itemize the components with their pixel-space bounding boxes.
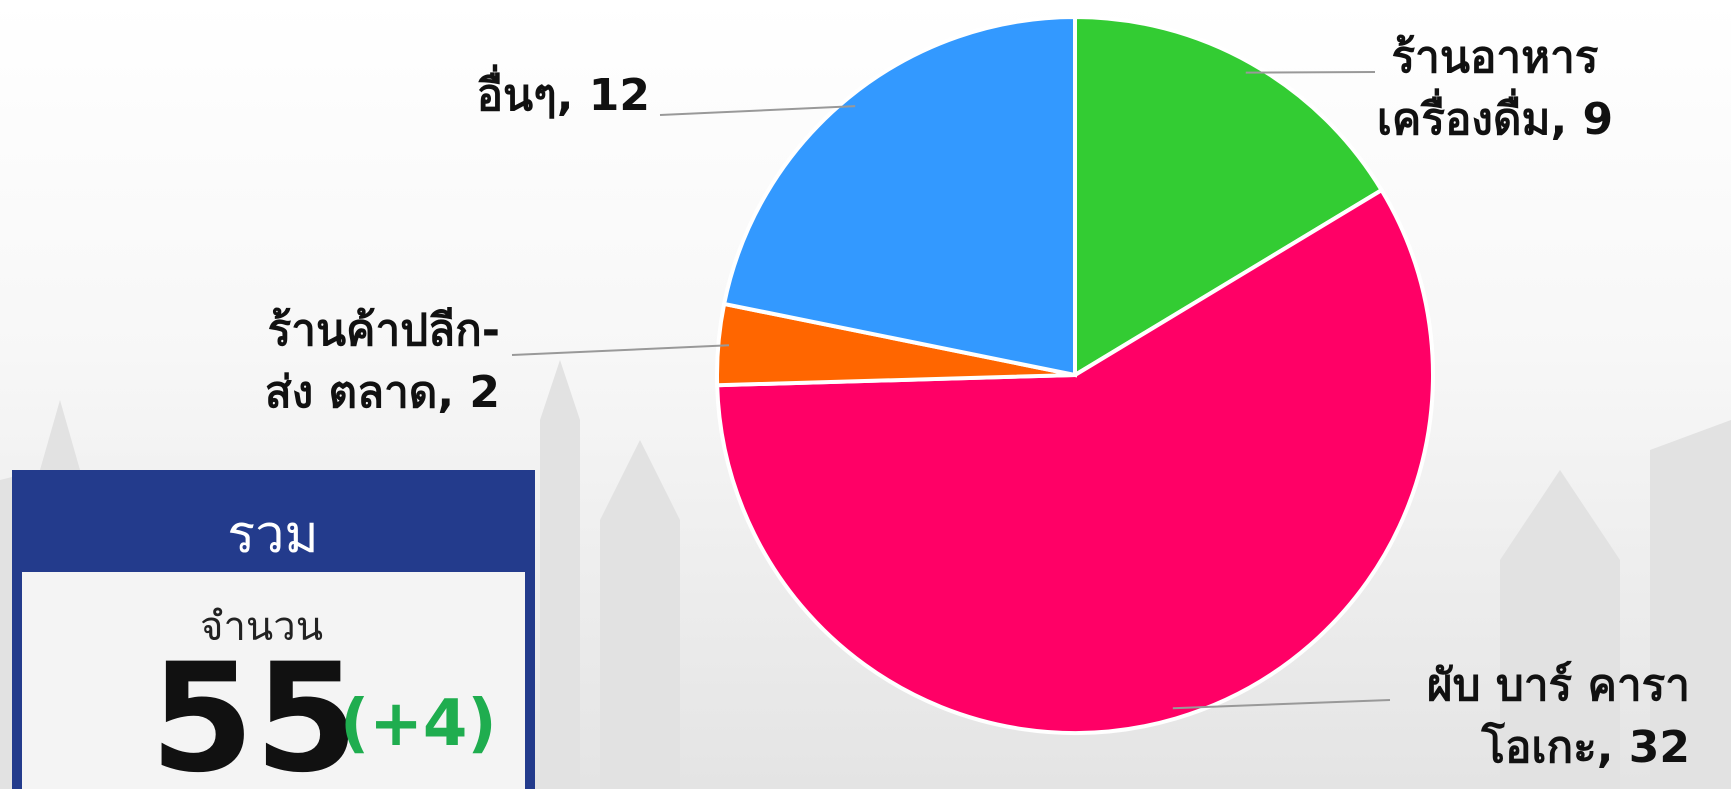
data-label: ร้านอาหารเครื่องดื่ม, 9	[1377, 32, 1613, 145]
total-label: จำนวน	[200, 604, 323, 650]
leader-line	[659, 105, 856, 116]
slice	[715, 187, 1435, 735]
leader-line	[1172, 699, 1391, 710]
pie	[715, 14, 1435, 735]
total-value: 55	[150, 632, 359, 789]
data-label: ผับ บาร์ คาราโอเกะ, 32	[1427, 660, 1690, 773]
leader-line	[1245, 71, 1376, 74]
labels: ร้านอาหารเครื่องดื่ม, 9 ผับ บาร์ คาราโอเก…	[265, 32, 1690, 773]
slice	[721, 14, 1077, 378]
total-title: รวม	[227, 505, 318, 565]
data-label: อื่นๆ, 12	[477, 64, 650, 121]
total-box: รวม จำนวน 55 (+4)	[12, 470, 535, 789]
leader-line	[511, 344, 730, 356]
total-change: (+4)	[340, 687, 497, 761]
total-inner	[22, 572, 525, 789]
slice	[1073, 14, 1385, 379]
data-label: ร้านค้าปลีก-ส่ง ตลาด, 2	[265, 305, 500, 418]
